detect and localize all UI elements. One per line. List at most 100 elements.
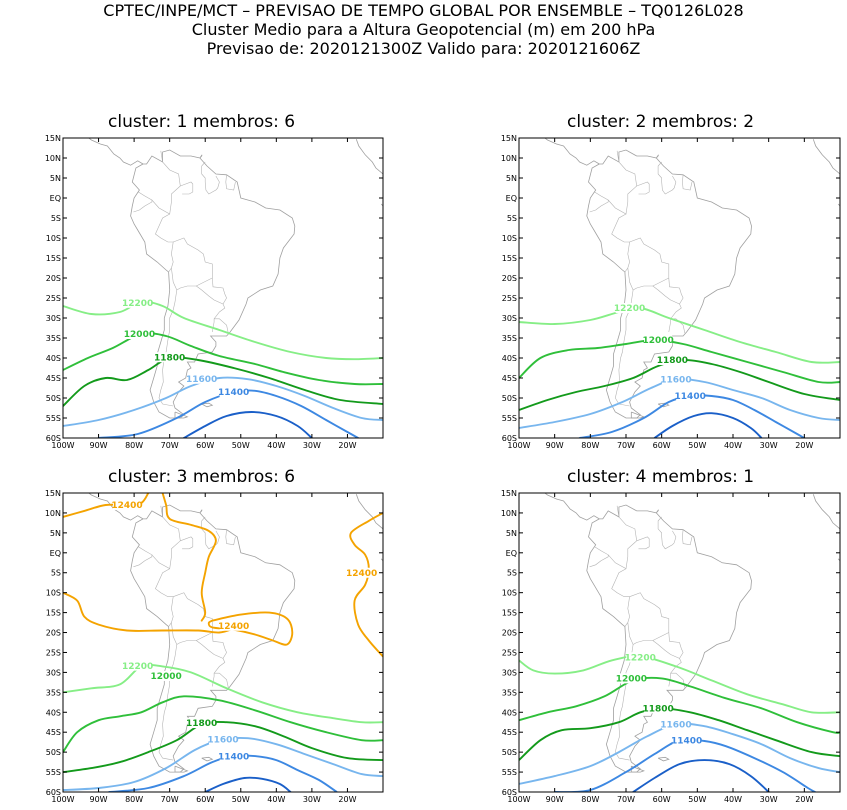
contour-label-11600: 11600: [186, 375, 217, 385]
country-border: [668, 658, 682, 687]
lon-tick-label: 100W: [51, 795, 74, 804]
lat-tick-label: 5S: [507, 214, 517, 223]
lon-tick-label: 70W: [161, 795, 179, 804]
lat-tick-label: 60S: [46, 434, 61, 443]
lon-tick-label: 90W: [546, 441, 564, 450]
map-frame: [518, 137, 841, 439]
contour-12400: [161, 493, 217, 622]
lon-tick-label: 70W: [161, 441, 179, 450]
lat-tick-label: 45S: [502, 374, 517, 383]
lat-tick-label: 40S: [46, 708, 61, 717]
contour-12000: [519, 676, 840, 734]
contour-12200: [519, 655, 840, 714]
coastline: [655, 154, 659, 159]
panel-title-cluster-2: cluster: 2 membros: 2: [567, 112, 755, 132]
lat-tick-label: 10N: [501, 154, 517, 163]
contour-11200: [204, 776, 292, 792]
country-border: [171, 237, 213, 291]
contour-label-12000: 12000: [150, 672, 181, 682]
lat-tick-label: 25S: [46, 648, 61, 657]
country-border: [657, 516, 675, 550]
country-border: [682, 529, 693, 546]
country-border: [180, 536, 194, 550]
header-line-1: CPTEC/INPE/MCT – PREVISAO DE TEMPO GLOBA…: [103, 1, 744, 20]
contour-label-12200: 12200: [122, 662, 153, 672]
contour-12000: [63, 695, 383, 754]
lat-tick-label: 55S: [502, 768, 517, 777]
lat-tick-label: EQ: [506, 194, 517, 203]
lon-tick-label: 70W: [617, 441, 635, 450]
contour-label-12200: 12200: [625, 653, 656, 663]
contour-12200: [63, 663, 383, 724]
contour-11400: [553, 738, 816, 792]
lat-tick-label: 15S: [502, 609, 517, 618]
lat-tick-label: 15N: [501, 489, 517, 498]
lat-tick-label: 60S: [502, 788, 517, 797]
lon-tick-label: 60W: [653, 795, 671, 804]
country-border: [133, 200, 153, 213]
lon-tick-label: 80W: [581, 795, 599, 804]
coastline: [355, 494, 383, 530]
country-border: [201, 161, 218, 195]
contour-label-11600: 11600: [660, 375, 691, 385]
lat-tick-label: 10S: [502, 589, 517, 598]
country-border: [652, 277, 684, 305]
lat-tick-label: 25S: [46, 294, 61, 303]
map-panel-cluster-4: 12200 12000 11800 11600 11400 15N 10N 5N EQ 5S 10S…: [501, 489, 841, 804]
country-border: [657, 161, 675, 195]
map-frame: [62, 137, 384, 439]
country-border: [225, 174, 236, 191]
coastline: [88, 138, 144, 166]
country-border: [627, 592, 670, 645]
contour-label-12200: 12200: [614, 304, 645, 314]
header-line-2: Cluster Medio para a Altura Geopotencial…: [191, 20, 656, 39]
country-border: [589, 200, 609, 213]
lat-tick-label: 40S: [46, 354, 61, 363]
lat-tick-label: 15S: [46, 609, 61, 618]
contour-label-11800: 11800: [154, 353, 185, 363]
lat-tick-label: 10N: [501, 509, 517, 518]
coastline: [201, 756, 214, 762]
lon-tick-label: 90W: [90, 441, 108, 450]
lat-tick-label: EQ: [50, 194, 61, 203]
coastline: [130, 149, 296, 419]
contour-11200: [182, 411, 313, 438]
country-border: [636, 181, 650, 195]
lat-tick-label: 10N: [45, 154, 61, 163]
lat-tick-label: 10S: [46, 234, 61, 243]
lat-tick-label: 50S: [502, 748, 517, 757]
panel-title-cluster-1: cluster: 1 membros: 6: [108, 112, 296, 132]
lon-tick-label: 90W: [546, 795, 564, 804]
lat-tick-label: 35S: [46, 334, 61, 343]
country-border: [155, 568, 174, 627]
lat-tick-label: 10S: [502, 234, 517, 243]
coastline: [630, 411, 645, 419]
lat-tick-label: 30S: [46, 668, 61, 677]
contour-label-12400: 12400: [111, 501, 142, 511]
lon-tick-label: 50W: [688, 441, 706, 450]
lat-tick-label: EQ: [50, 549, 61, 558]
contour-label-12400: 12400: [346, 569, 377, 579]
country-border: [668, 303, 682, 333]
country-border: [196, 277, 227, 305]
lon-tick-label: 100W: [507, 441, 530, 450]
country-border: [636, 536, 650, 550]
lon-tick-label: 50W: [232, 441, 250, 450]
coastline: [130, 504, 296, 773]
lat-tick-label: 40S: [502, 708, 517, 717]
contour-11600: [519, 378, 840, 429]
contour-label-11800: 11800: [657, 356, 688, 366]
lat-tick-label: 25S: [502, 294, 517, 303]
country-border: [212, 303, 226, 333]
country-border: [594, 150, 638, 215]
contour-11400: [578, 394, 806, 438]
coastline: [88, 493, 144, 521]
header-line-3: Previsao de: 2020121300Z Valido para: 20…: [206, 39, 641, 58]
coastline: [201, 402, 214, 408]
contour-11400: [97, 389, 360, 438]
country-border: [138, 150, 181, 215]
country-border: [652, 632, 684, 659]
contour-12200: [519, 306, 840, 364]
lon-tick-label: 100W: [51, 441, 74, 450]
country-border: [215, 175, 220, 189]
